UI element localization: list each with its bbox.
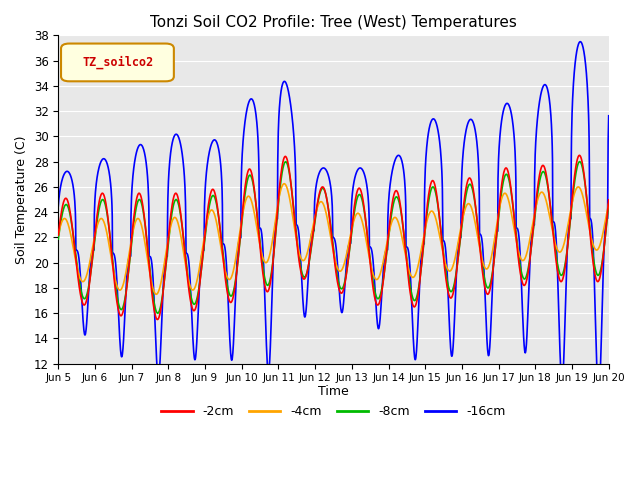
- -2cm: [308, 241, 316, 247]
- -8cm: [576, 159, 584, 165]
- -2cm: [54, 232, 62, 238]
- -8cm: [54, 236, 62, 242]
- -16cm: [605, 113, 612, 119]
- -8cm: [488, 273, 496, 278]
- X-axis label: Time: Time: [318, 385, 349, 398]
- -8cm: [154, 311, 161, 316]
- Text: TZ_soilco2: TZ_soilco2: [82, 56, 154, 69]
- -2cm: [605, 197, 612, 203]
- -4cm: [308, 229, 316, 235]
- -2cm: [488, 276, 496, 281]
- -4cm: [280, 181, 288, 187]
- -16cm: [54, 203, 62, 209]
- -8cm: [308, 243, 316, 249]
- -4cm: [605, 201, 612, 206]
- Line: -8cm: -8cm: [58, 162, 609, 313]
- -4cm: [323, 212, 330, 217]
- -4cm: [488, 250, 496, 256]
- -2cm: [154, 317, 161, 323]
- -16cm: [83, 324, 90, 330]
- -16cm: [589, 235, 596, 240]
- Title: Tonzi Soil CO2 Profile: Tree (West) Temperatures: Tonzi Soil CO2 Profile: Tree (West) Temp…: [150, 15, 517, 30]
- -16cm: [322, 167, 330, 173]
- Line: -2cm: -2cm: [58, 156, 609, 320]
- -8cm: [323, 193, 330, 199]
- -16cm: [488, 303, 495, 309]
- -16cm: [307, 233, 315, 239]
- -2cm: [83, 298, 90, 304]
- -16cm: [577, 39, 584, 45]
- FancyBboxPatch shape: [61, 44, 174, 81]
- Legend: -2cm, -4cm, -8cm, -16cm: -2cm, -4cm, -8cm, -16cm: [157, 400, 511, 423]
- -4cm: [589, 242, 597, 248]
- -2cm: [575, 153, 583, 158]
- -4cm: [152, 291, 160, 297]
- -16cm: [595, 392, 603, 398]
- -2cm: [323, 193, 330, 199]
- -2cm: [589, 261, 597, 267]
- -8cm: [589, 254, 597, 260]
- -4cm: [54, 232, 62, 238]
- -2cm: [589, 259, 597, 264]
- Y-axis label: Soil Temperature (C): Soil Temperature (C): [15, 135, 28, 264]
- -4cm: [589, 241, 597, 247]
- Line: -4cm: -4cm: [58, 184, 609, 294]
- -8cm: [589, 252, 597, 258]
- -8cm: [605, 202, 612, 207]
- -16cm: [589, 240, 597, 246]
- Line: -16cm: -16cm: [58, 42, 609, 395]
- -8cm: [83, 293, 90, 299]
- -4cm: [83, 273, 90, 279]
